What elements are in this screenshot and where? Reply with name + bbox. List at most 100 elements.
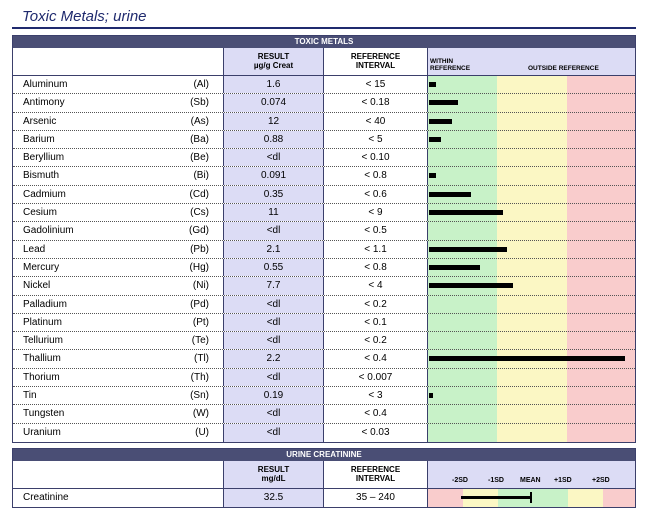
metal-ref: < 0.6: [323, 185, 427, 204]
metal-level-bar: [429, 283, 513, 289]
creatinine-label: Creatinine: [23, 492, 69, 503]
metal-name-cell: Tungsten (W): [13, 405, 223, 422]
metal-symbol: (Sb): [190, 97, 209, 109]
metal-graph-cell: [427, 94, 635, 112]
metal-name: Cadmium: [23, 188, 66, 200]
metal-graph-cell: [427, 295, 635, 313]
table-row: Antimony (Sb) 0.074 < 0.18: [13, 94, 635, 113]
metal-level-bar: [429, 100, 458, 106]
metal-level-bar: [429, 82, 436, 87]
metal-result: 7.7: [223, 277, 323, 295]
metal-name: Thallium: [23, 353, 61, 365]
metal-result: <dl: [223, 149, 323, 167]
metal-symbol: (Bi): [193, 170, 209, 182]
title-rule: [12, 27, 636, 29]
toxic-metals-header-row: RESULT µg/g Creat REFERENCE INTERVAL WIT…: [13, 48, 635, 76]
metal-graph-cell: [427, 130, 635, 149]
metal-graph-cell: [427, 368, 635, 387]
metal-result: 12: [223, 112, 323, 130]
ref-header-line1: REFERENCE: [350, 52, 401, 61]
metal-ref: < 0.4: [323, 350, 427, 368]
metal-name: Mercury: [23, 261, 60, 273]
cr-header-result-cell: RESULT mg/dL: [223, 461, 323, 488]
table-row: Platinum (Pt) <dl < 0.1: [13, 313, 635, 333]
metal-result: <dl: [223, 368, 323, 387]
metal-ref: < 40: [323, 112, 427, 130]
table-row: Bismuth (Bi) 0.091 < 0.8: [13, 167, 635, 186]
metal-name-cell: Nickel (Ni): [13, 277, 223, 294]
metal-symbol: (Ni): [192, 280, 209, 292]
metal-name-cell: Mercury (Hg): [13, 259, 223, 276]
page-title: Toxic Metals; urine: [22, 8, 147, 25]
metal-ref: < 0.8: [323, 258, 427, 277]
metal-name: Tellurium: [23, 335, 64, 347]
metal-ref: < 1.1: [323, 240, 427, 258]
metal-name: Aluminum: [23, 79, 68, 90]
metal-graph-cell: [427, 112, 635, 130]
metal-result: 11: [223, 204, 323, 222]
metal-graph-cell: [427, 350, 635, 368]
creatinine-row: Creatinine 32.5 35 – 240: [13, 489, 635, 507]
metal-symbol: (Al): [193, 79, 209, 90]
metal-symbol: (Be): [190, 152, 209, 164]
metal-name-cell: Bismuth (Bi): [13, 167, 223, 184]
cr-zone-high-yellow: [568, 489, 603, 507]
metal-result: <dl: [223, 295, 323, 313]
metal-name-cell: Beryllium (Be): [13, 149, 223, 166]
metal-ref: < 0.10: [323, 149, 427, 167]
metal-name: Tin: [23, 390, 37, 402]
metal-name-cell: Arsenic (As): [13, 113, 223, 130]
metal-ref: < 0.8: [323, 167, 427, 185]
metal-ref: < 15: [323, 76, 427, 94]
metal-name-cell: Tin (Sn): [13, 387, 223, 404]
sd-label-mean: MEAN: [520, 477, 541, 484]
metal-name: Nickel: [23, 280, 51, 292]
metal-result: 0.074: [223, 94, 323, 112]
metal-name: Arsenic: [23, 115, 57, 127]
creatinine-ref: 35 – 240: [323, 489, 427, 507]
metal-result: <dl: [223, 332, 323, 350]
metal-symbol: (U): [195, 426, 209, 438]
metal-ref: < 0.5: [323, 222, 427, 240]
metal-graph-cell: [427, 204, 635, 222]
metal-ref: < 0.4: [323, 405, 427, 423]
metal-name: Gadolinium: [23, 225, 74, 237]
table-row: Mercury (Hg) 0.55 < 0.8: [13, 258, 635, 278]
metal-ref: < 0.2: [323, 332, 427, 350]
metal-symbol: (Pt): [192, 316, 209, 328]
metal-name-cell: Lead (Pb): [13, 241, 223, 258]
metal-symbol: (Gd): [189, 225, 209, 237]
metal-symbol: (Te): [191, 335, 209, 347]
result-unit: µg/g Creat: [253, 61, 294, 70]
metal-result: 0.091: [223, 167, 323, 185]
table-row: Thallium (Tl) 2.2 < 0.4: [13, 350, 635, 369]
sd-label-plus2: +2SD: [592, 477, 610, 484]
table-row: Cesium (Cs) 11 < 9: [13, 204, 635, 223]
metal-result: 1.6: [223, 76, 323, 94]
within-reference-label: WITHIN REFERENCE: [430, 58, 470, 72]
metal-symbol: (Cd): [189, 188, 209, 200]
cr-result-unit: mg/dL: [261, 474, 286, 483]
header-graph-cell: WITHIN REFERENCE OUTSIDE REFERENCE: [427, 48, 635, 75]
table-row: Tellurium (Te) <dl < 0.2: [13, 332, 635, 351]
creatinine-marker: [530, 492, 532, 503]
metal-level-bar: [429, 173, 436, 179]
metal-name-cell: Cadmium (Cd): [13, 186, 223, 203]
table-row: Tin (Sn) 0.19 < 3: [13, 387, 635, 406]
table-row: Uranium (U) <dl < 0.03: [13, 423, 635, 442]
metal-name-cell: Cesium (Cs): [13, 204, 223, 221]
metal-symbol: (Tl): [194, 353, 209, 365]
cr-zone-low-red: [428, 489, 463, 507]
cr-header-name-cell: [13, 461, 223, 488]
table-row: Lead (Pb) 2.1 < 1.1: [13, 240, 635, 259]
ref-header-line2: INTERVAL: [355, 61, 396, 70]
metal-name-cell: Uranium (U): [13, 424, 223, 442]
metal-graph-cell: [427, 76, 635, 94]
cr-ref-header-line2: INTERVAL: [355, 474, 396, 483]
metal-name: Tungsten: [23, 408, 65, 420]
metal-result: 0.35: [223, 185, 323, 204]
metal-ref: < 3: [323, 387, 427, 405]
metal-level-bar: [429, 393, 433, 399]
metal-name: Palladium: [23, 298, 67, 310]
metal-ref: < 0.18: [323, 94, 427, 112]
